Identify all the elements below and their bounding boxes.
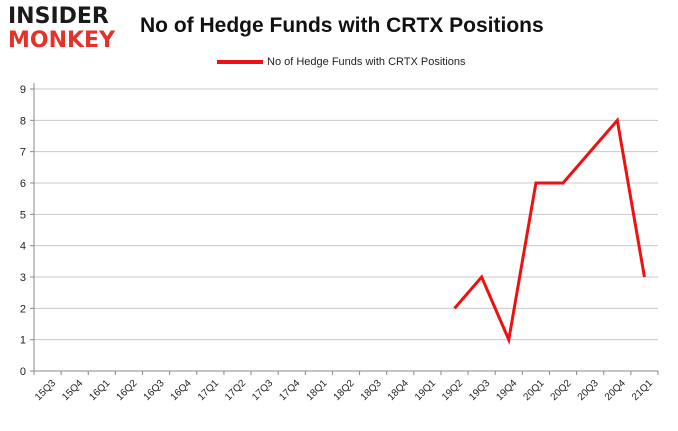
x-tick-label: 19Q1 xyxy=(413,378,438,403)
logo-line-2: MONKEY xyxy=(8,28,116,53)
y-tick-label: 4 xyxy=(20,241,26,253)
y-tick-label: 1 xyxy=(20,335,26,347)
x-tick-label: 19Q2 xyxy=(440,378,465,403)
x-tick-label: 21Q1 xyxy=(630,378,655,403)
x-tick-label: 16Q4 xyxy=(169,378,194,403)
axes xyxy=(30,83,659,375)
series-line xyxy=(453,116,646,345)
x-tick-label: 20Q4 xyxy=(603,378,628,403)
y-tick-labels: 0 1 2 3 4 5 6 7 8 9 xyxy=(20,84,26,378)
x-tick-label: 15Q4 xyxy=(60,378,85,403)
x-tick-label: 18Q3 xyxy=(359,378,384,403)
y-tick-label: 8 xyxy=(20,115,26,127)
y-tick-label: 0 xyxy=(20,366,26,378)
x-tick-labels: 15Q3 15Q4 16Q1 16Q2 16Q3 16Q4 17Q1 17Q2 17Q3 17Q4… xyxy=(33,378,655,403)
x-tick-label: 17Q4 xyxy=(277,378,302,403)
y-tick-label: 9 xyxy=(20,84,26,96)
y-tick-label: 3 xyxy=(20,272,26,284)
x-tick-label: 20Q3 xyxy=(576,378,601,403)
series-lines xyxy=(453,116,646,345)
x-tick-label: 18Q1 xyxy=(304,378,329,403)
x-tick-label: 20Q1 xyxy=(521,378,546,403)
x-tick-label: 18Q2 xyxy=(332,378,357,403)
legend-swatch xyxy=(217,60,263,64)
chart-legend: No of Hedge Funds with CRTX Positions xyxy=(217,56,466,68)
y-tick-label: 7 xyxy=(20,147,26,159)
x-tick-label: 20Q2 xyxy=(549,378,574,403)
x-tick-label: 16Q2 xyxy=(115,378,140,403)
x-tick-label: 19Q4 xyxy=(494,378,519,403)
x-tick-label: 17Q2 xyxy=(223,378,248,403)
y-tick-label: 5 xyxy=(20,209,26,221)
chart-title: No of Hedge Funds with CRTX Positions xyxy=(140,14,544,37)
x-tick-label: 18Q4 xyxy=(386,378,411,403)
logo-line-1: INSIDER xyxy=(8,4,109,29)
grid-lines xyxy=(34,88,658,341)
insider-monkey-logo: INSIDER MONKEY xyxy=(8,4,126,58)
x-tick-label: 15Q3 xyxy=(33,378,58,403)
y-tick-label: 2 xyxy=(20,303,26,315)
x-tick-label: 17Q3 xyxy=(250,378,275,403)
x-tick-label: 16Q1 xyxy=(87,378,112,403)
y-tick-label: 6 xyxy=(20,178,26,190)
legend-label: No of Hedge Funds with CRTX Positions xyxy=(267,56,466,68)
x-tick-label: 16Q3 xyxy=(142,378,167,403)
x-tick-label: 19Q3 xyxy=(467,378,492,403)
x-tick-label: 17Q1 xyxy=(196,378,221,403)
